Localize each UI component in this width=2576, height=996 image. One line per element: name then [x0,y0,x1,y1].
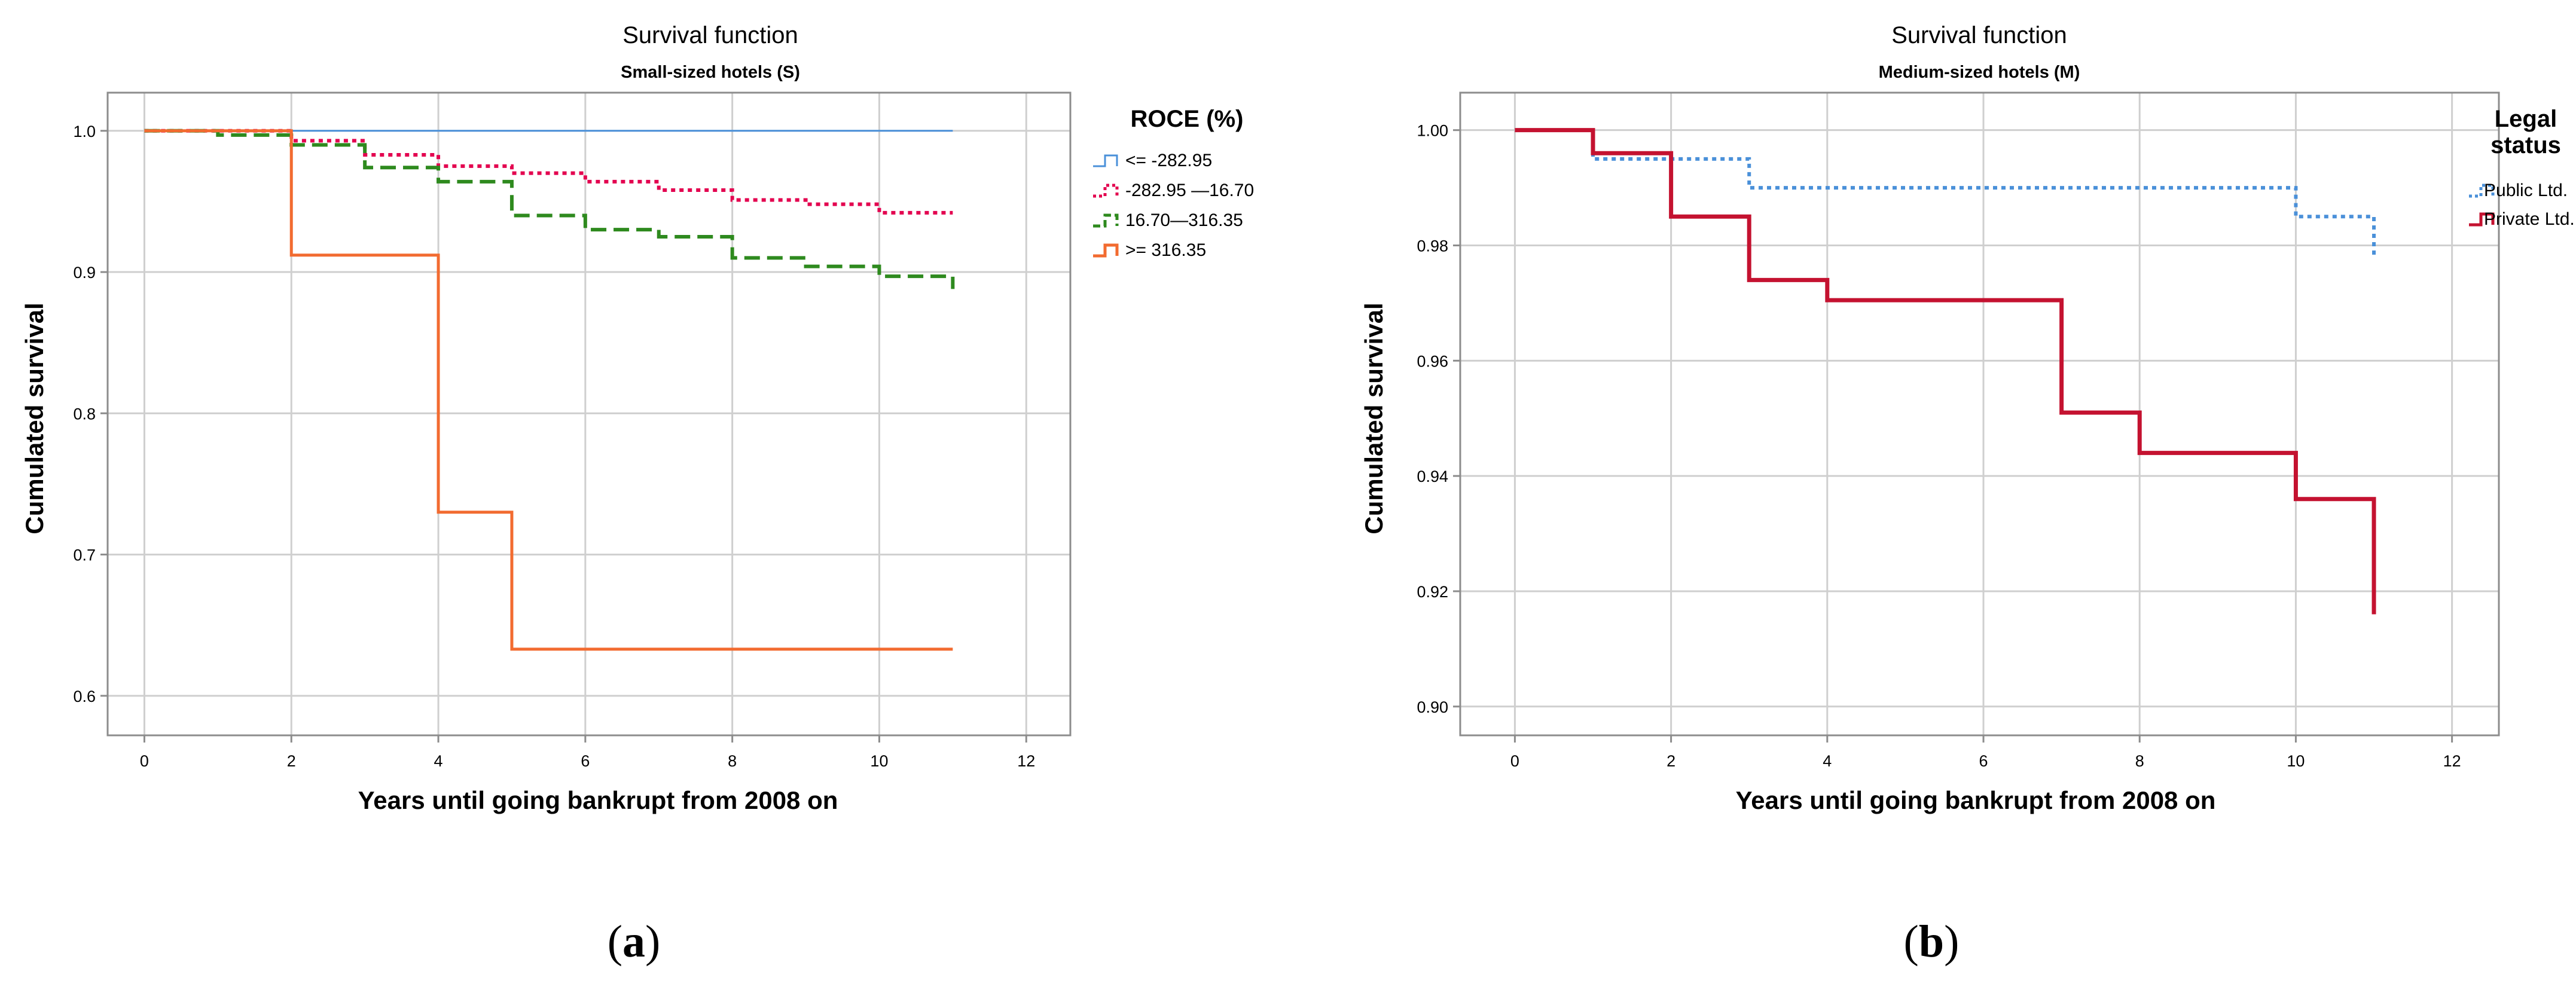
x-tick-labels: 0 2 4 6 8 10 12 [1510,735,2461,770]
x-tick-label: 12 [2443,752,2461,770]
legend-title: ROCE (%) [1131,106,1244,132]
x-tick-label: 8 [728,752,737,770]
series-line-3 [144,129,955,289]
x-tick-labels: 0 2 4 6 8 10 12 [140,735,1035,770]
y-tick-label: 0.9 [73,264,96,282]
series-line-1 [1515,128,2376,257]
y-tick-label: 0.7 [73,546,96,564]
legend-label: 16.70—316.35 [1125,210,1243,230]
legend-label: >= 316.35 [1125,240,1206,260]
y-tick-label: 0.6 [73,688,96,705]
y-tick-label: 1.0 [73,123,96,140]
x-tick-label: 10 [2287,752,2305,770]
series-line-2 [144,129,953,215]
chart-panel-a: Survival function Small-sized hotels (S)… [20,22,1254,967]
chart-title: Survival function [622,22,798,48]
legend-label: Public Ltd. [2484,181,2568,200]
x-axis-label: Years until going bankrupt from 2008 on [358,786,838,814]
grid-lines [108,93,1070,735]
legend-swatch [1093,243,1119,258]
survival-chart-small-hotels: Survival function Small-sized hotels (S)… [20,22,1254,967]
chart-title: Survival function [1891,22,2067,48]
legend-label: Private Ltd. [2484,209,2575,229]
legend-swatch [1093,184,1119,198]
legend-swatch [1093,213,1119,228]
y-tick-label: 0.98 [1417,237,1448,255]
legend-label: <= -282.95 [1125,151,1212,170]
survival-chart-medium-hotels: Survival function Medium-sized hotels (M… [1360,22,2575,967]
y-axis-label: Cumulated survival [20,303,48,534]
panel-label: (a) [608,916,661,967]
x-tick-label: 4 [1823,752,1832,770]
series-line-2 [1515,128,2376,615]
y-axis-label: Cumulated survival [1360,303,1388,534]
panel-letter: a [622,916,645,967]
x-tick-label: 8 [2135,752,2144,770]
x-tick-label: 6 [581,752,590,770]
grid-lines [1460,93,2499,735]
legend-swatch [2469,184,2495,198]
y-tick-label: 0.8 [73,405,96,423]
y-tick-label: 0.90 [1417,698,1448,716]
chart-subtitle: Small-sized hotels (S) [621,63,800,82]
x-tick-label: 2 [287,752,296,770]
legend-title: Legal status [2490,106,2561,158]
x-tick-label: 6 [1979,752,1988,770]
x-tick-label: 2 [1667,752,1675,770]
y-tick-label: 0.96 [1417,352,1448,370]
legend-swatch [2469,212,2495,227]
legend-entries: Public Ltd. Private Ltd. [2469,181,2575,229]
y-tick-label: 0.92 [1417,583,1448,601]
x-tick-label: 0 [1510,752,1519,770]
panel-letter: b [1919,916,1944,967]
series-lines [1515,128,2376,615]
plot-frame [1459,91,2500,737]
panel-label: (b) [1904,916,1960,967]
y-tick-label: 0.94 [1417,468,1448,485]
legend-entries: <= -282.95 -282.95 —16.70 16.70—316.35 >= 3… [1093,151,1254,260]
x-tick-label: 0 [140,752,149,770]
x-tick-label: 10 [870,752,888,770]
x-axis-label: Years until going bankrupt from 2008 on [1736,786,2216,814]
x-tick-label: 12 [1017,752,1035,770]
legend: Legal status Public Ltd. Private Ltd. [2469,106,2575,229]
legend-swatch [1093,154,1118,167]
x-tick-label: 4 [434,752,443,770]
series-line-4 [144,129,953,651]
y-tick-label: 1.00 [1417,122,1448,140]
legend: ROCE (%) <= -282.95 -282.95 —16.70 16.70—3… [1093,106,1254,260]
chart-panel-b: Survival function Medium-sized hotels (M… [1288,0,2576,996]
series-lines [144,129,955,651]
y-tick-labels: 0.6 0.7 0.8 0.9 1.0 [73,123,108,705]
y-tick-labels: 0.90 0.92 0.94 0.96 0.98 1.00 [1417,122,1460,716]
plot-border [1459,91,2500,737]
chart-subtitle: Medium-sized hotels (M) [1879,63,2080,82]
legend-label: -282.95 —16.70 [1125,181,1254,200]
